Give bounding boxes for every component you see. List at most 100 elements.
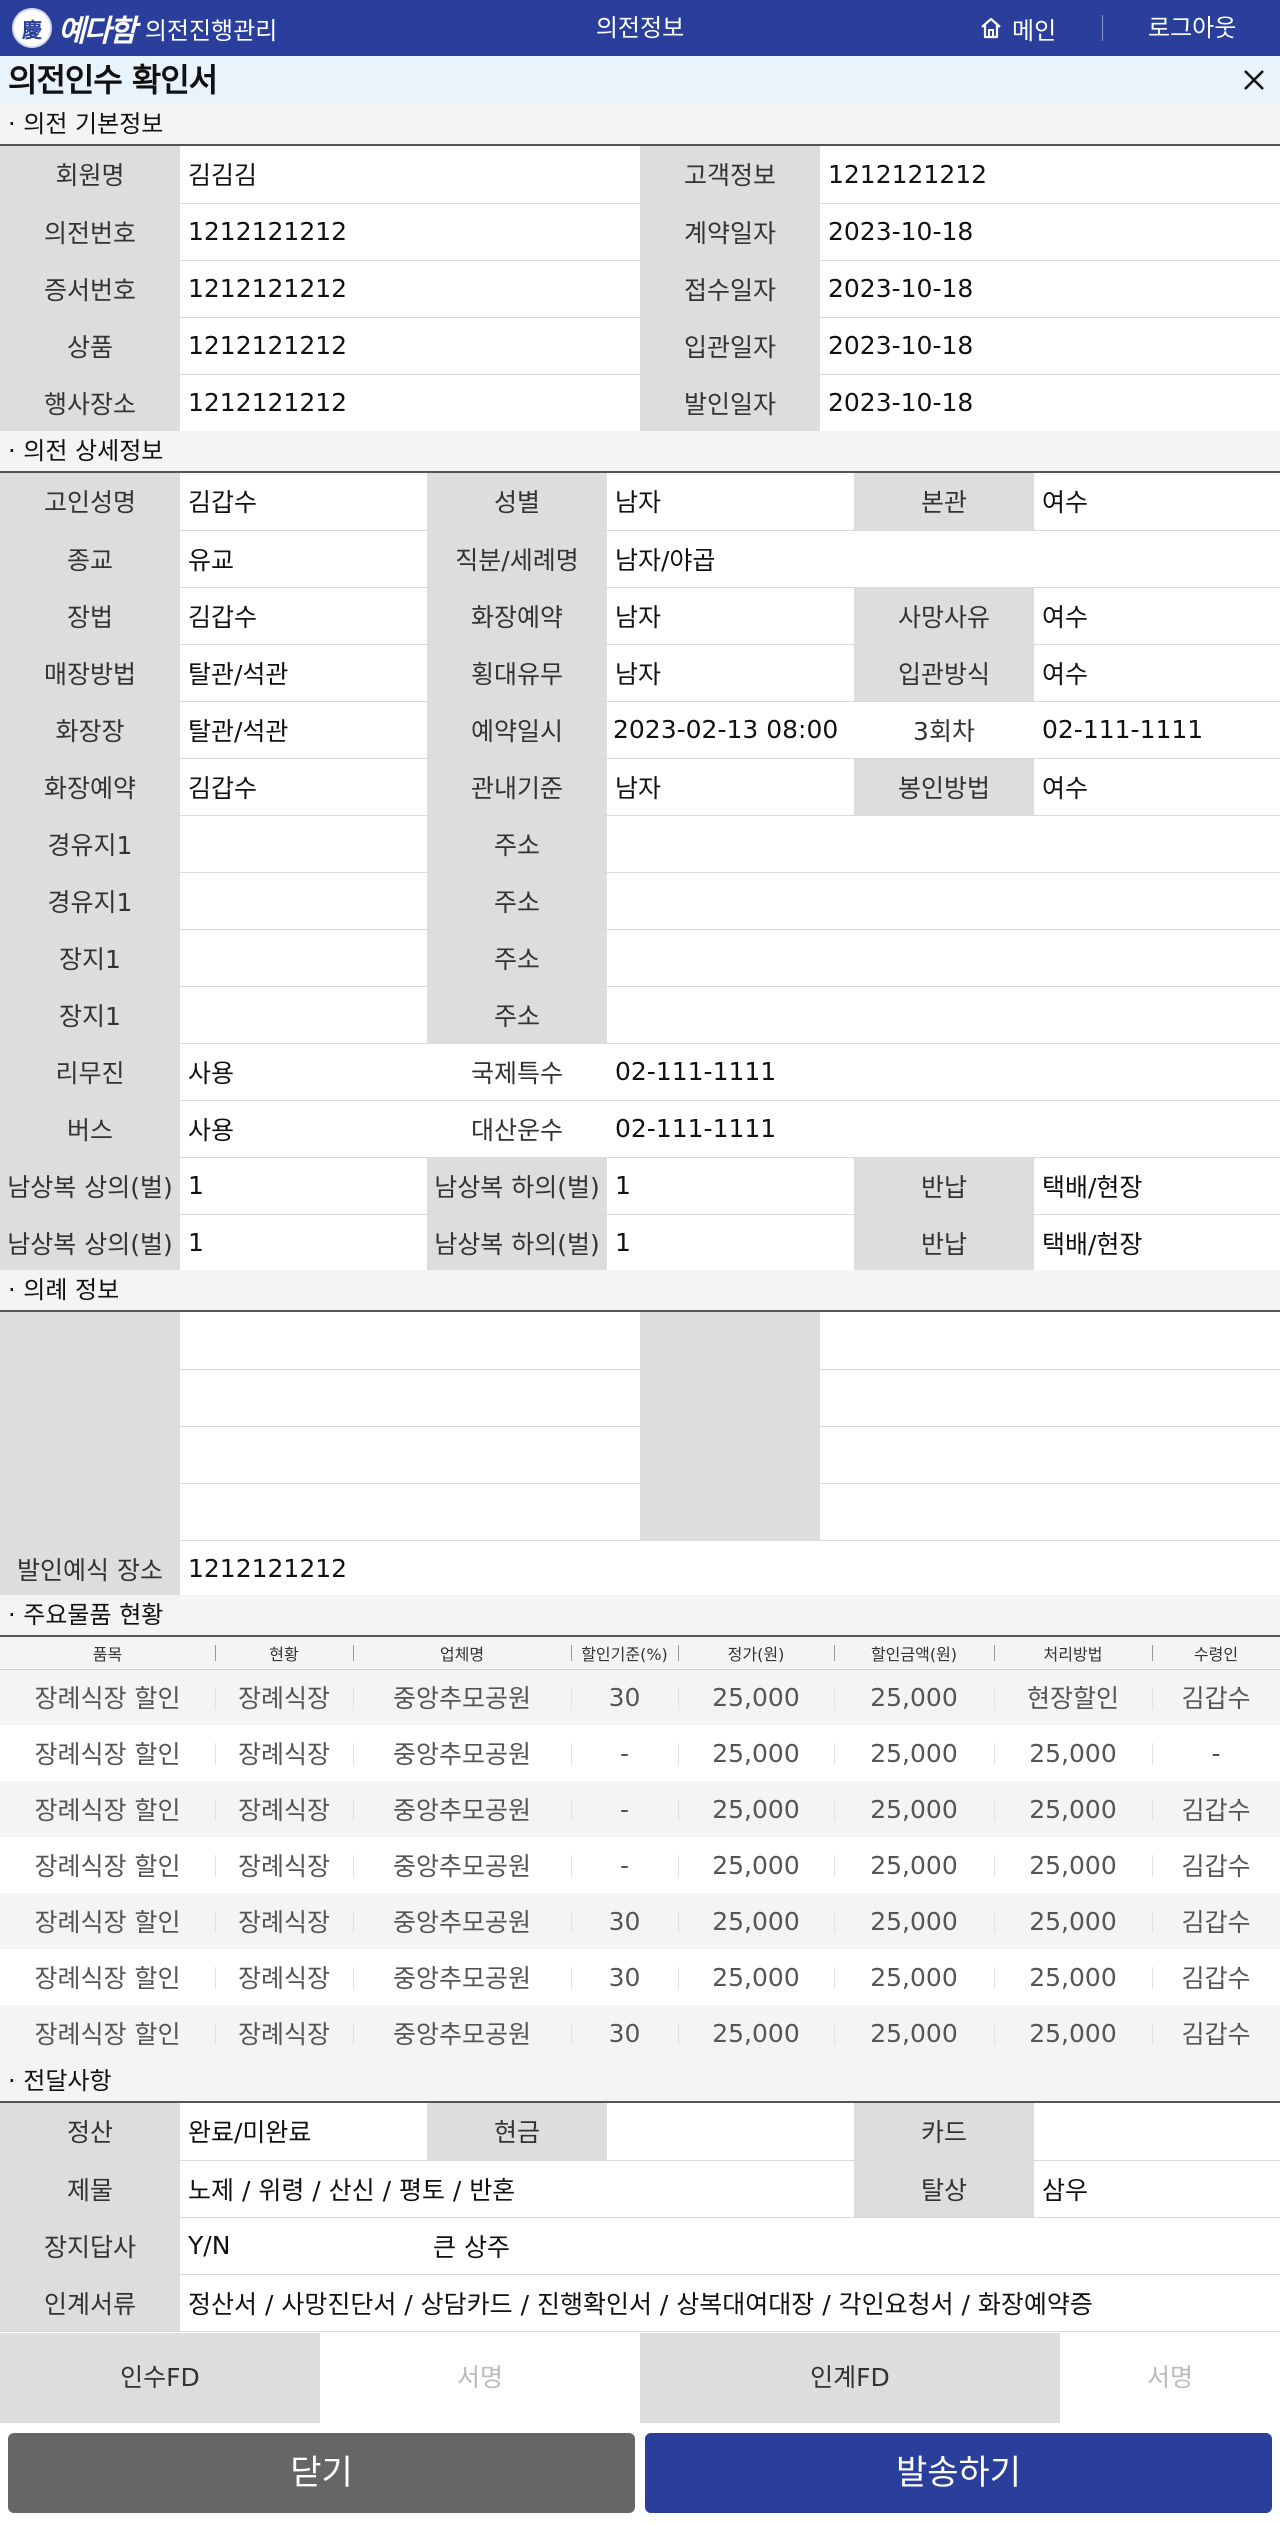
field-label: 남상복 하의(벌) [427, 1157, 607, 1215]
field-label: 입관일자 [640, 317, 820, 375]
field-label: 고객정보 [640, 146, 820, 204]
column-header: 현황 [215, 1637, 353, 1670]
home-link[interactable]: 메인 [980, 0, 1056, 56]
item-cell: 장례식장 [215, 1893, 353, 1949]
field-label: 계약일자 [640, 203, 820, 261]
item-cell: - [571, 1725, 678, 1781]
field-value: 1212121212 [180, 260, 640, 318]
item-cell: 장례식장 할인 [34, 1964, 181, 1993]
handover-signature-field[interactable]: 서명 [1060, 2333, 1280, 2423]
section-rite-info: · 의례 정보 [0, 1270, 1280, 1312]
field-value: 김갑수 [180, 758, 427, 816]
field-value [607, 929, 1280, 987]
field-value: 여수 [1034, 473, 1280, 531]
field-value: 02-111-1111 [607, 1100, 1280, 1158]
close-form-button[interactable]: 닫기 [8, 2433, 635, 2513]
field-label: 경유지1 [0, 872, 180, 930]
field-value: 사용 [180, 1043, 427, 1101]
table-row: 화장장 탈관/석관 예약일시 2023-02-13 08:00 3회차 02-1… [0, 701, 1280, 759]
field-label: 성별 [427, 473, 607, 531]
send-button[interactable]: 발송하기 [645, 2433, 1272, 2513]
receiver-signature-field[interactable]: 서명 [320, 2333, 640, 2423]
table-row: 제물 노제 / 위령 / 산신 / 평토 / 반혼 탈상 삼우 [0, 2160, 1280, 2218]
logo[interactable]: 慶 예다함 의전진행관리 [12, 6, 277, 50]
field-label: 주소 [427, 986, 607, 1044]
field-label: 국제특수 [427, 1043, 607, 1101]
table-row [0, 1483, 1280, 1541]
item-cell: 김갑수 [1152, 2005, 1280, 2061]
item-cell: 장례식장 할인 [0, 2005, 215, 2061]
table-row: 인계서류 정산서 / 사망진단서 / 상담카드 / 진행확인서 / 상복대여대장… [0, 2274, 1280, 2332]
close-icon [1244, 70, 1264, 90]
detail-info-table: 고인성명 김갑수 성별 남자 본관 여수 종교 유교 직분/세례명 남자/야곱 … [0, 473, 1280, 1272]
field-label: 화장예약 [0, 758, 180, 816]
field-value: 김갑수 [180, 473, 427, 531]
item-cell: 30 [571, 1669, 678, 1725]
field-value: 탈관/석관 [180, 701, 427, 759]
page-title-bar: 의전인수 확인서 [0, 56, 1280, 104]
item-cell: 장례식장 [215, 1725, 353, 1781]
brand-name: 예다함 [58, 14, 137, 49]
table-row: 매장방법 탈관/석관 횡대유무 남자 입관방식 여수 [0, 644, 1280, 702]
field-label: 회원명 [0, 146, 180, 204]
field-label: 고인성명 [0, 473, 180, 531]
field-label: 종교 [0, 530, 180, 588]
field-value: 2023-10-18 [820, 260, 1280, 318]
field-value: 남자 [607, 473, 854, 531]
item-row: 장례식장 할인 장례식장 중앙추모공원 30 25,000 25,000 현장할인 김갑수 [0, 1669, 1280, 1725]
field-label: 주소 [427, 929, 607, 987]
item-cell: 장례식장 할인 [0, 1893, 215, 1949]
item-cell: 장례식장 할인 [0, 1669, 215, 1725]
field-value: 노제 / 위령 / 산신 / 평토 / 반혼 [180, 2160, 854, 2218]
section-title: · 의례 정보 [8, 1276, 120, 1304]
item-cell: 현장할인 [994, 1669, 1152, 1725]
field-label: 직분/세례명 [427, 530, 607, 588]
table-row: 행사장소 1212121212 발인일자 2023-10-18 [0, 374, 1280, 432]
field-value: 삼우 [1034, 2160, 1280, 2218]
field-value: 1 [607, 1214, 854, 1272]
close-button[interactable] [1238, 64, 1270, 96]
column-header: 할인금액(원) [834, 1637, 994, 1670]
field-value: 1212121212 [180, 317, 640, 375]
item-cell: 25,000 [834, 1837, 994, 1893]
field-label: 남상복 하의(벌) [427, 1214, 607, 1272]
field-label: 주소 [427, 815, 607, 873]
table-row: 증서번호 1212121212 접수일자 2023-10-18 [0, 260, 1280, 318]
section-notes: · 전달사항 [0, 2061, 1280, 2103]
item-cell: 장례식장 [215, 1837, 353, 1893]
field-label: 정산 [0, 2103, 180, 2161]
field-value [607, 986, 1280, 1044]
item-cell: 장례식장 [215, 2005, 353, 2061]
field-value: 여수 [1034, 758, 1280, 816]
field-value [180, 815, 427, 873]
item-row: 장례식장 할인 장례식장 중앙추모공원 -25,000 25,000 25,000 김갑수 [0, 1781, 1280, 1837]
item-cell: 중앙추모공원 [353, 1949, 571, 2005]
notes-table: 정산 완료/미완료 현금 카드 제물 노제 / 위령 / 산신 / 평토 / 반… [0, 2103, 1280, 2332]
field-label: 접수일자 [640, 260, 820, 318]
column-header: 수령인 [1152, 1637, 1280, 1670]
field-label: 횡대유무 [427, 644, 607, 702]
item-cell: 25,000 [834, 1669, 994, 1725]
item-row: 장례식장 할인 장례식장 중앙추모공원 30 25,000 25,000 25,000 김갑수 [0, 1893, 1280, 1949]
field-label: 예약일시 [427, 701, 607, 759]
logout-link[interactable]: 로그아웃 [1148, 14, 1237, 42]
field-value [607, 2103, 854, 2161]
item-cell: 25,000 [678, 1893, 834, 1949]
item-cell: 30 [571, 2005, 678, 2061]
field-label: 현금 [427, 2103, 607, 2161]
field-label: 3회차 [854, 701, 1034, 759]
top-bar: 慶 예다함 의전진행관리 의전정보 메인 로그아웃 [0, 0, 1280, 56]
field-value: 2023-10-18 [820, 203, 1280, 261]
column-header: 업체명 [353, 1637, 571, 1670]
field-value: 1 [180, 1214, 427, 1272]
field-label: 제물 [0, 2160, 180, 2218]
table-row: 버스 사용 대산운수 02-111-1111 [0, 1100, 1280, 1158]
field-value: 택배/현장 [1034, 1214, 1280, 1272]
column-header: 품목 [0, 1637, 215, 1670]
field-value: 택배/현장 [1034, 1157, 1280, 1215]
field-value: 남자 [607, 758, 854, 816]
table-row: 남상복 상의(벌) 1 남상복 하의(벌) 1 반납 택배/현장 [0, 1157, 1280, 1215]
item-row: 장례식장 할인 장례식장 중앙추모공원 30 25,000 25,000 25,000 김갑수 [0, 1949, 1280, 2005]
field-value: 정산서 / 사망진단서 / 상담카드 / 진행확인서 / 상복대여대장 / 각인… [180, 2274, 1280, 2332]
field-label: 장지1 [0, 929, 180, 987]
